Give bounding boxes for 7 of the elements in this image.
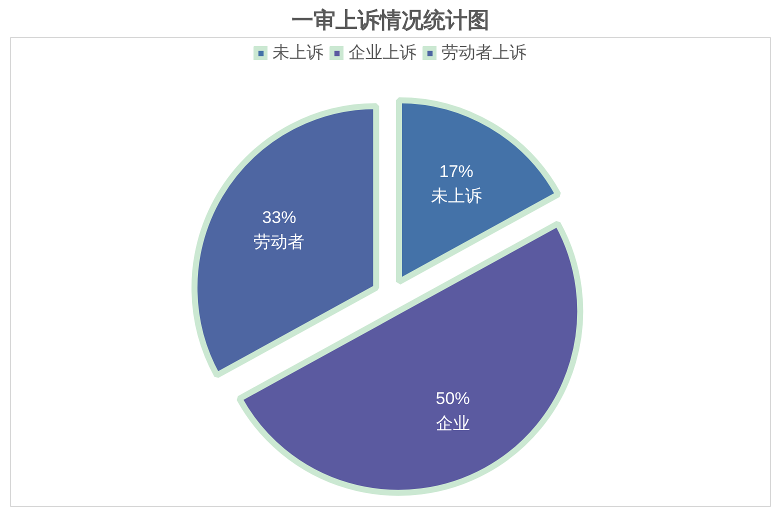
legend-label: 企业上诉 (348, 42, 416, 64)
data-label: 50% 企业 (436, 389, 470, 433)
data-label: 33% 劳动者 (254, 208, 305, 252)
data-label: 17% 未上诉 (430, 162, 482, 206)
legend-label: 未上诉 (272, 42, 324, 64)
legend-label: 劳动者上诉 (442, 42, 526, 64)
chart-title: 一审上诉情况统计图 (292, 8, 490, 32)
